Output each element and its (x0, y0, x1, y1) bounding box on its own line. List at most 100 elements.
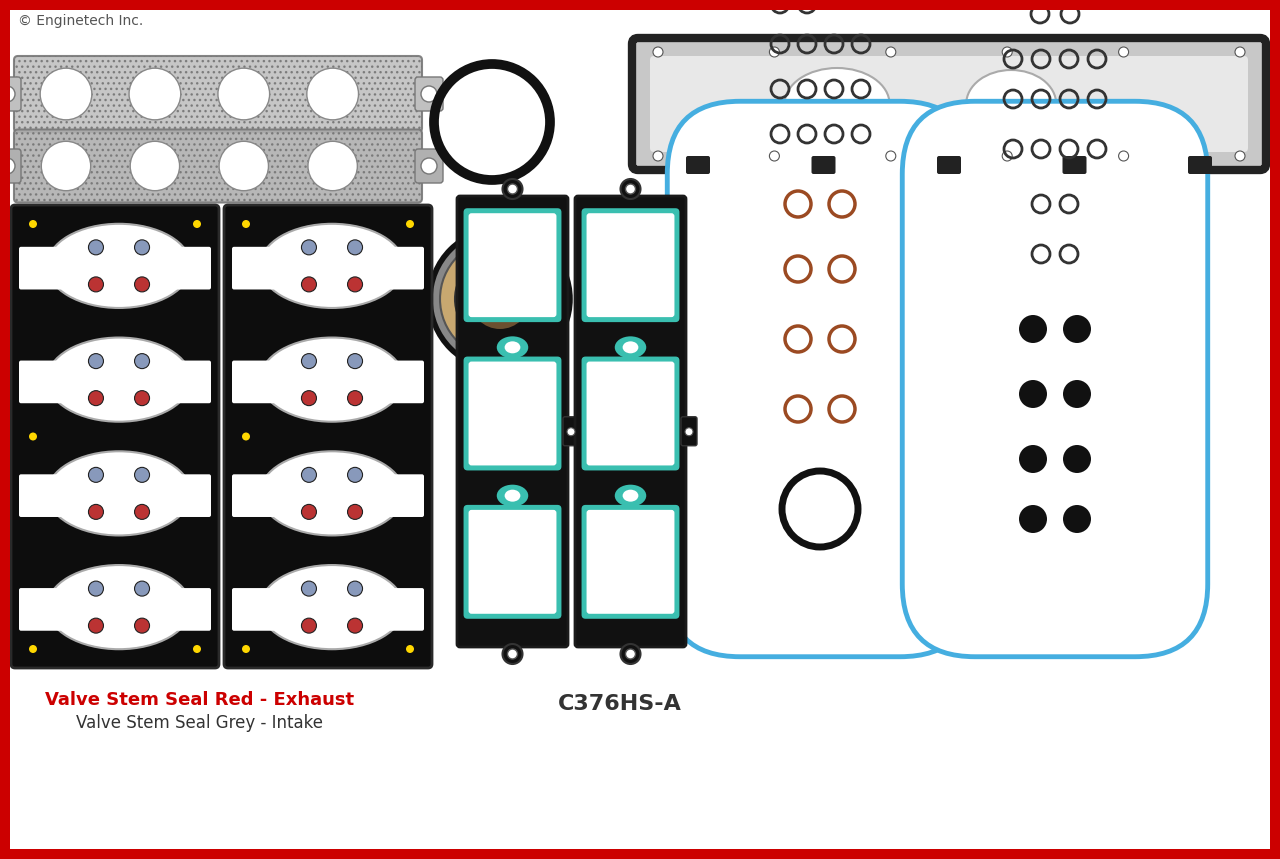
FancyBboxPatch shape (1188, 156, 1212, 174)
Circle shape (1002, 47, 1012, 57)
Circle shape (1235, 47, 1245, 57)
FancyBboxPatch shape (381, 474, 424, 517)
Circle shape (1062, 380, 1091, 408)
FancyBboxPatch shape (937, 156, 961, 174)
FancyBboxPatch shape (19, 588, 63, 631)
Circle shape (348, 391, 362, 405)
Circle shape (29, 432, 37, 441)
Circle shape (769, 151, 780, 161)
FancyBboxPatch shape (468, 510, 557, 614)
Ellipse shape (260, 565, 404, 649)
Circle shape (40, 68, 92, 120)
Circle shape (1119, 47, 1129, 57)
Circle shape (134, 618, 150, 633)
Circle shape (88, 618, 104, 633)
FancyBboxPatch shape (463, 505, 562, 618)
FancyBboxPatch shape (632, 38, 1266, 170)
Circle shape (1119, 151, 1129, 161)
Circle shape (193, 220, 201, 228)
FancyBboxPatch shape (14, 130, 422, 203)
Circle shape (134, 354, 150, 369)
Circle shape (503, 179, 522, 199)
FancyBboxPatch shape (575, 196, 686, 647)
Circle shape (0, 86, 15, 102)
Circle shape (219, 141, 269, 191)
Circle shape (131, 141, 179, 191)
Circle shape (507, 184, 517, 194)
Circle shape (653, 47, 663, 57)
Circle shape (302, 467, 316, 483)
FancyBboxPatch shape (586, 362, 675, 466)
FancyBboxPatch shape (381, 588, 424, 631)
Circle shape (302, 618, 316, 633)
Ellipse shape (260, 338, 404, 422)
Circle shape (1002, 151, 1012, 161)
FancyBboxPatch shape (468, 213, 557, 317)
Circle shape (242, 432, 250, 441)
FancyBboxPatch shape (586, 213, 675, 317)
Circle shape (242, 220, 250, 228)
Circle shape (88, 277, 104, 292)
FancyBboxPatch shape (12, 205, 219, 668)
Circle shape (1019, 445, 1047, 473)
Circle shape (302, 391, 316, 405)
Circle shape (302, 504, 316, 520)
Circle shape (621, 644, 640, 664)
FancyBboxPatch shape (468, 362, 557, 466)
FancyBboxPatch shape (168, 247, 211, 289)
Ellipse shape (47, 338, 191, 422)
FancyBboxPatch shape (0, 77, 20, 111)
Circle shape (134, 581, 150, 596)
Bar (1270, 0, 1280, 859)
Ellipse shape (47, 224, 191, 308)
Circle shape (218, 68, 270, 120)
FancyBboxPatch shape (381, 247, 424, 289)
FancyBboxPatch shape (14, 56, 422, 132)
FancyBboxPatch shape (563, 417, 579, 446)
Circle shape (134, 504, 150, 520)
Ellipse shape (260, 224, 404, 308)
FancyBboxPatch shape (686, 156, 710, 174)
Circle shape (348, 277, 362, 292)
Circle shape (88, 391, 104, 405)
Circle shape (1019, 315, 1047, 343)
Circle shape (242, 645, 250, 653)
Circle shape (470, 269, 530, 329)
Circle shape (88, 467, 104, 483)
Circle shape (886, 151, 896, 161)
Circle shape (653, 151, 663, 161)
Ellipse shape (504, 490, 521, 502)
Circle shape (406, 220, 413, 228)
Circle shape (769, 47, 780, 57)
Circle shape (406, 645, 413, 653)
FancyBboxPatch shape (1062, 156, 1087, 174)
Text: Valve Stem Seal Red - Exhaust: Valve Stem Seal Red - Exhaust (45, 691, 355, 709)
Circle shape (29, 645, 37, 653)
Circle shape (626, 649, 635, 659)
Circle shape (302, 277, 316, 292)
Circle shape (685, 428, 692, 436)
FancyBboxPatch shape (457, 196, 568, 647)
Circle shape (41, 141, 91, 191)
Circle shape (134, 391, 150, 405)
FancyBboxPatch shape (232, 247, 275, 289)
Circle shape (503, 644, 522, 664)
FancyBboxPatch shape (902, 101, 1208, 657)
FancyBboxPatch shape (581, 505, 680, 618)
Circle shape (302, 240, 316, 255)
Bar (0, 849, 1280, 859)
FancyBboxPatch shape (812, 156, 836, 174)
FancyBboxPatch shape (0, 149, 20, 183)
Circle shape (0, 158, 15, 174)
Circle shape (440, 239, 561, 359)
Ellipse shape (504, 341, 521, 353)
Circle shape (348, 618, 362, 633)
Bar (0, 0, 1280, 10)
FancyBboxPatch shape (224, 205, 433, 668)
FancyBboxPatch shape (581, 356, 680, 471)
Circle shape (567, 428, 575, 436)
Circle shape (348, 581, 362, 596)
Ellipse shape (966, 70, 1056, 138)
Circle shape (308, 141, 357, 191)
Circle shape (348, 240, 362, 255)
